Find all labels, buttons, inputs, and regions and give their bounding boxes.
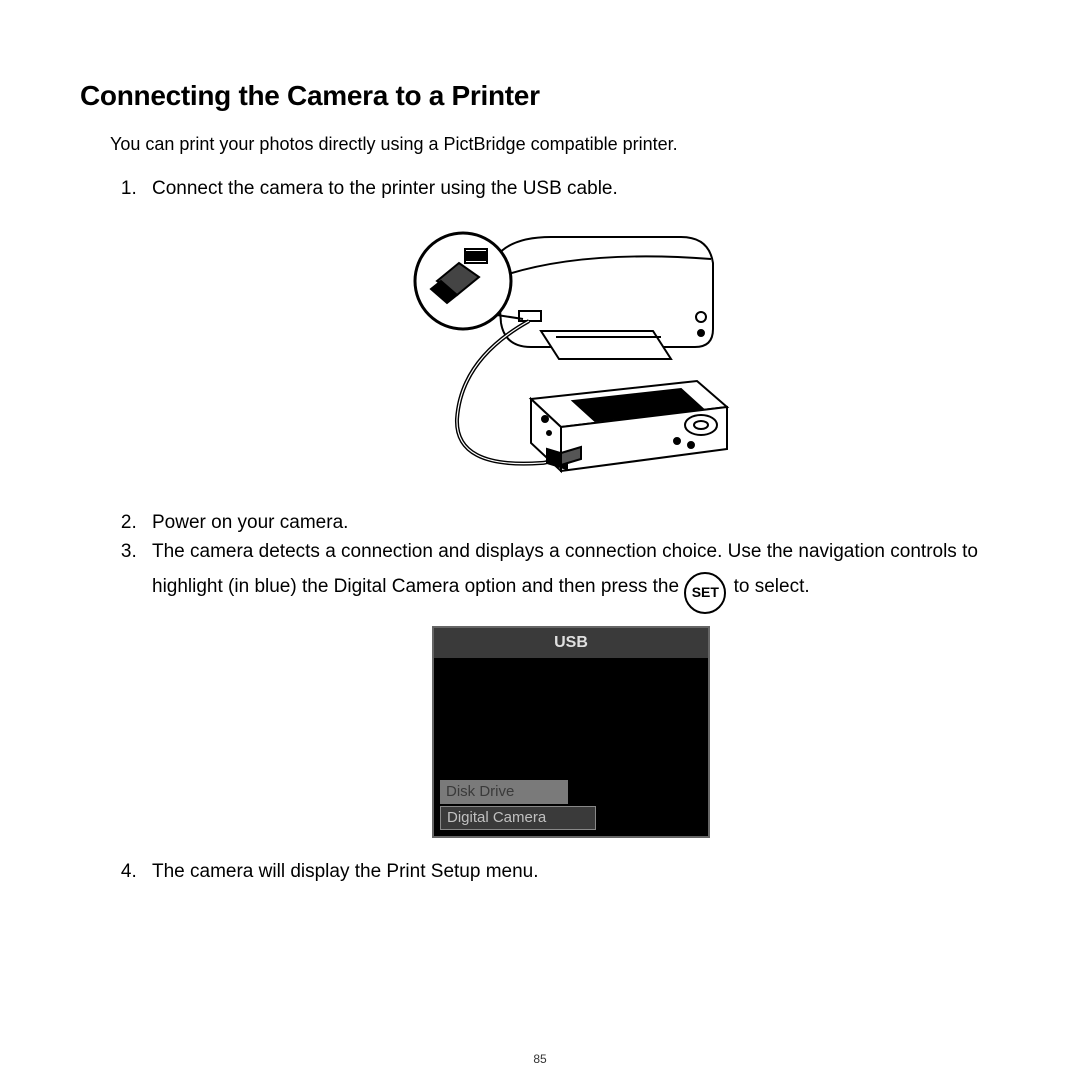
- connection-diagram: [142, 219, 1000, 499]
- step-1: Connect the camera to the printer using …: [142, 175, 1000, 203]
- step-3: The camera detects a connection and disp…: [142, 538, 1000, 608]
- lcd-screenshot: USB Disk Drive Digital Camera: [142, 626, 1000, 838]
- page-number: 85: [0, 1052, 1080, 1066]
- steps-list: Connect the camera to the printer using …: [142, 175, 1000, 885]
- page-title: Connecting the Camera to a Printer: [80, 80, 1000, 112]
- set-button-icon: SET: [684, 572, 726, 614]
- step-3-text-a: The camera detects a connection and disp…: [152, 541, 978, 597]
- step-3-text-b: to select.: [734, 576, 810, 597]
- intro-text: You can print your photos directly using…: [110, 134, 1000, 155]
- step-4: The camera will display the Print Setup …: [142, 858, 1000, 886]
- step-2: Power on your camera.: [142, 509, 1000, 537]
- lcd-option-digital-camera: Digital Camera: [440, 806, 596, 830]
- camera-lcd: USB Disk Drive Digital Camera: [432, 626, 710, 838]
- printer-camera-illustration: [401, 219, 741, 499]
- lcd-option-disk-drive: Disk Drive: [440, 780, 568, 804]
- lcd-title: USB: [434, 628, 708, 658]
